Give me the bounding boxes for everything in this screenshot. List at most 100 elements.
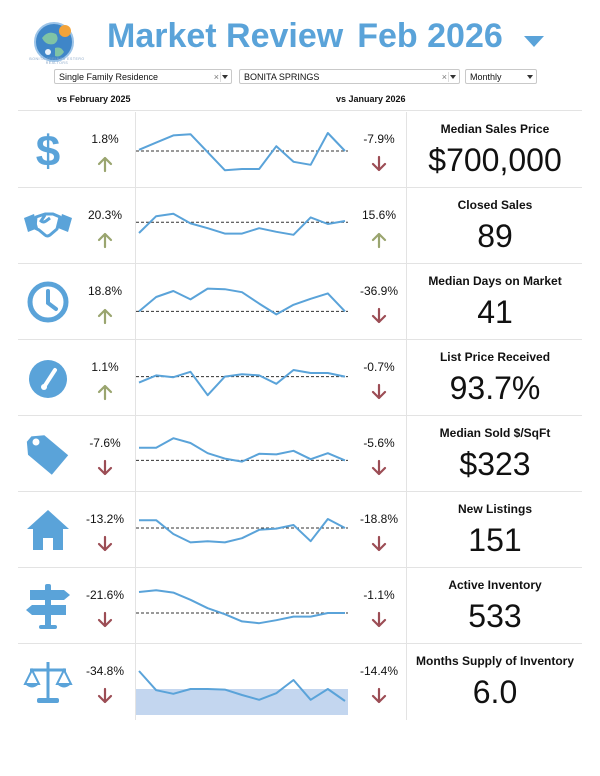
mom-change: -36.9% xyxy=(359,284,399,298)
metric-label: Closed Sales xyxy=(457,198,533,212)
arrow-up-icon xyxy=(97,156,113,173)
mom-change: -18.8% xyxy=(359,512,399,526)
row-divider xyxy=(18,567,582,568)
sparkline-series xyxy=(138,589,345,625)
clear-property-type-icon[interactable]: × xyxy=(213,72,219,82)
title-period[interactable]: Feb 2026 xyxy=(357,17,503,55)
comparison-label-mom: vs January 2026 xyxy=(336,94,406,104)
arrow-up-icon xyxy=(97,308,113,325)
yoy-change: -34.8% xyxy=(85,664,125,678)
arrow-down-icon xyxy=(371,155,387,172)
header: BONITA SPRINGS ESTERO REALTORS Market Re… xyxy=(0,0,600,110)
metric-value: 533 xyxy=(468,598,522,634)
metric-value: 41 xyxy=(477,294,513,330)
arrow-down-icon xyxy=(371,687,387,704)
chevron-down-icon[interactable] xyxy=(527,75,533,79)
arrow-down-icon xyxy=(97,459,113,476)
row-divider xyxy=(18,491,582,492)
yoy-change: 20.3% xyxy=(87,208,123,222)
clear-area-icon[interactable]: × xyxy=(441,72,447,82)
sparkline-chart xyxy=(136,369,348,397)
mom-change: -5.6% xyxy=(363,436,395,450)
dollar-icon: $ xyxy=(36,127,60,176)
row-divider xyxy=(18,339,582,340)
sparkline-chart xyxy=(136,670,348,715)
metric-value: 89 xyxy=(477,218,513,254)
select-separator xyxy=(448,72,449,82)
metric-value: 93.7% xyxy=(449,370,541,406)
svg-text:$: $ xyxy=(36,127,60,176)
column-divider xyxy=(135,112,136,720)
mom-change: -0.7% xyxy=(363,360,395,374)
chevron-down-icon[interactable] xyxy=(450,75,456,79)
property-type-value: Single Family Residence xyxy=(59,72,159,82)
yoy-change: -7.6% xyxy=(89,436,121,450)
select-separator xyxy=(220,72,221,82)
sparkline-chart xyxy=(136,212,348,236)
signpost-icon xyxy=(26,584,70,629)
arrow-down-icon xyxy=(371,459,387,476)
arrow-down-icon xyxy=(371,307,387,324)
yoy-change: 18.8% xyxy=(87,284,123,298)
sparkline-chart xyxy=(136,589,348,625)
arrow-up-icon xyxy=(97,232,113,249)
metric-row: 18.8% -36.9% Median Days on Market 41 xyxy=(18,264,582,340)
sparkline-series xyxy=(138,287,346,316)
sparkline-series xyxy=(138,670,346,702)
arrow-down-icon xyxy=(97,611,113,628)
arrow-down-icon xyxy=(97,535,113,552)
metric-value: $323 xyxy=(459,446,531,482)
arrow-down-icon xyxy=(371,535,387,552)
property-type-select[interactable]: Single Family Residence × xyxy=(54,69,232,84)
mom-change: -7.9% xyxy=(363,132,395,146)
scales-icon xyxy=(23,662,73,703)
row-divider xyxy=(18,187,582,188)
metric-value: 151 xyxy=(468,522,522,558)
area-select[interactable]: BONITA SPRINGS × xyxy=(239,69,460,84)
price-tag-icon xyxy=(26,435,69,475)
yoy-change: 1.8% xyxy=(91,132,119,146)
row-divider xyxy=(18,415,582,416)
area-value: BONITA SPRINGS xyxy=(244,72,320,82)
metric-row: -7.6% -5.6% Median Sold $/SqFt $323 xyxy=(18,416,582,492)
yoy-change: 1.1% xyxy=(91,360,119,374)
arrow-down-icon xyxy=(371,611,387,628)
metric-row: $1.8% -7.9% Median Sales Price $700,000 xyxy=(18,112,582,188)
sparkline-chart xyxy=(136,437,348,463)
period-dropdown-caret-icon[interactable] xyxy=(524,36,544,47)
metric-label: Median Sold $/SqFt xyxy=(439,426,551,440)
logo-text: BONITA SPRINGS ESTERO REALTORS xyxy=(29,57,85,65)
frequency-value: Monthly xyxy=(470,72,502,82)
sparkline-series xyxy=(139,518,346,544)
gauge-icon xyxy=(29,360,67,398)
arrow-down-icon xyxy=(97,687,113,704)
mom-change: 15.6% xyxy=(361,208,397,222)
comparison-label-yoy: vs February 2025 xyxy=(57,94,131,104)
metric-label: Median Days on Market xyxy=(428,274,562,288)
arrow-down-icon xyxy=(371,383,387,400)
metric-row: -34.8% -14.4% Months Supply of Inventory 6.… xyxy=(18,644,582,720)
page-title: Market Review Feb 2026 xyxy=(107,17,503,56)
metric-row: 1.1% -0.7% List Price Received 93.7% xyxy=(18,340,582,416)
title-text: Market Review xyxy=(107,17,344,55)
yoy-change: -13.2% xyxy=(85,512,125,526)
arrow-up-icon xyxy=(97,384,113,401)
mom-change: -1.1% xyxy=(363,588,395,602)
handshake-icon xyxy=(24,212,72,238)
sparkline-series xyxy=(139,437,346,463)
frequency-select[interactable]: Monthly xyxy=(465,69,537,84)
sparkline-chart xyxy=(136,518,348,544)
yoy-change: -21.6% xyxy=(85,588,125,602)
metric-row: 20.3% 15.6% Closed Sales 89 xyxy=(18,188,582,264)
arrow-up-icon xyxy=(371,232,387,249)
column-divider xyxy=(406,112,407,720)
logo-globe-icon xyxy=(34,22,74,62)
metric-label: New Listings xyxy=(457,502,532,516)
metric-label: Months Supply of Inventory xyxy=(416,654,574,668)
metric-row: -13.2% -18.8% New Listings 151 xyxy=(18,492,582,568)
sparkline-series xyxy=(138,132,346,172)
row-divider xyxy=(18,263,582,264)
house-icon xyxy=(27,510,69,550)
chevron-down-icon[interactable] xyxy=(222,75,228,79)
sparkline-chart xyxy=(136,132,348,172)
